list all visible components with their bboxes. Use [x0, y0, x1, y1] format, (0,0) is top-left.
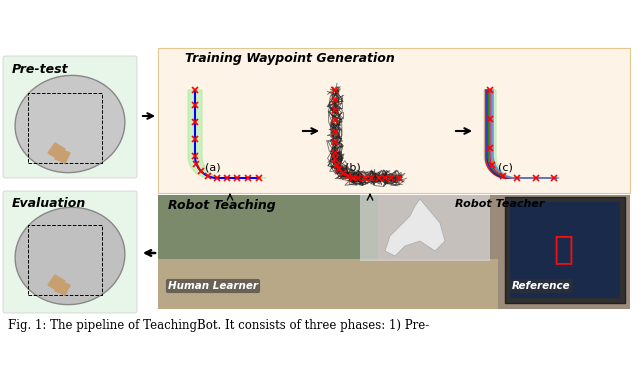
- Text: Training Waypoint Generation: Training Waypoint Generation: [185, 52, 395, 65]
- FancyBboxPatch shape: [3, 56, 137, 178]
- Ellipse shape: [15, 207, 125, 305]
- Text: Human Learner: Human Learner: [168, 281, 258, 291]
- Text: (b): (b): [345, 162, 361, 172]
- Bar: [360, 195, 490, 261]
- Text: Reference: Reference: [512, 281, 571, 291]
- Text: Fig. 1: The pipeline of TeachingBot. It consists of three phases: 1) Pre-: Fig. 1: The pipeline of TeachingBot. It …: [8, 319, 429, 332]
- FancyBboxPatch shape: [158, 48, 630, 193]
- Bar: [158, 195, 378, 309]
- Text: (a): (a): [205, 162, 221, 172]
- Bar: [158, 259, 498, 309]
- Text: Robot Teaching: Robot Teaching: [168, 199, 276, 212]
- Polygon shape: [48, 275, 65, 291]
- Bar: [510, 202, 620, 298]
- Polygon shape: [48, 143, 65, 159]
- Bar: [505, 197, 625, 303]
- Polygon shape: [385, 199, 445, 256]
- Polygon shape: [484, 90, 560, 178]
- Polygon shape: [55, 149, 70, 163]
- Text: Evaluation: Evaluation: [12, 197, 86, 210]
- Polygon shape: [188, 90, 266, 178]
- Polygon shape: [55, 281, 70, 295]
- Text: Pre-test: Pre-test: [12, 63, 68, 76]
- FancyBboxPatch shape: [3, 191, 137, 313]
- Text: 勾: 勾: [553, 233, 573, 266]
- Bar: [158, 195, 630, 309]
- Text: Robot Teacher: Robot Teacher: [455, 199, 545, 209]
- Ellipse shape: [15, 75, 125, 173]
- Text: (c): (c): [498, 162, 513, 172]
